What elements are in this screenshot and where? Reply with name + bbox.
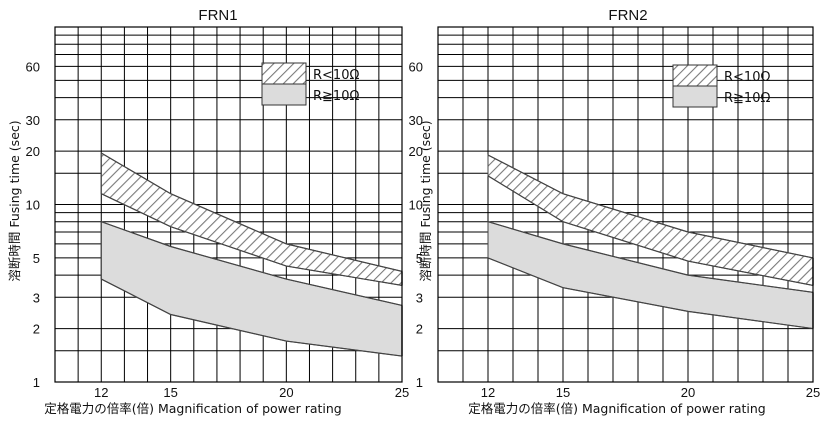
- legend: R<10Ω R≧10Ω: [672, 64, 770, 108]
- legend-label-r-ge-10: R≧10Ω: [313, 89, 359, 104]
- y-tick-label: 3: [416, 290, 423, 305]
- y-tick-label: 2: [416, 322, 423, 337]
- y-tick-label: 2: [33, 322, 40, 337]
- x-tick-label: 20: [279, 385, 293, 400]
- x-tick-label: 25: [806, 385, 820, 400]
- y-axis-label: 溶断時間 Fusing time (sec): [418, 120, 433, 281]
- y-tick-label: 30: [409, 113, 423, 128]
- y-tick-label: 3: [33, 290, 40, 305]
- legend-swatch-hatched: [672, 64, 718, 87]
- x-axis-label: 定格電力の倍率(倍) Magnification of power rating: [468, 401, 766, 416]
- y-tick-label: 5: [416, 251, 423, 266]
- x-tick-label: 15: [163, 385, 177, 400]
- legend: R<10Ω R≧10Ω: [261, 62, 359, 106]
- series-line: [487, 257, 814, 330]
- chart-title: FRN1: [198, 7, 237, 24]
- legend-swatch-shaded: [672, 85, 718, 108]
- x-tick-label: 20: [681, 385, 695, 400]
- legend-label-r-lt-10: R<10Ω: [313, 68, 359, 83]
- series-line: [101, 193, 403, 287]
- y-tick-label: 1: [416, 375, 423, 390]
- y-tick-label: 60: [409, 59, 423, 74]
- y-tick-label: 5: [33, 251, 40, 266]
- x-tick-label: 15: [556, 385, 570, 400]
- y-tick-label: 1: [33, 375, 40, 390]
- plot-frame: [54, 26, 403, 383]
- legend-swatch-hatched: [261, 62, 307, 85]
- y-axis-label: 溶断時間 Fusing time (sec): [7, 120, 22, 281]
- y-tick-label: 10: [409, 198, 423, 213]
- series-line: [100, 152, 403, 272]
- plot-areas: [487, 154, 814, 330]
- y-tick-label: 20: [409, 144, 423, 159]
- series-line: [100, 278, 403, 357]
- plot-frame: [437, 26, 814, 383]
- chart-title: FRN2: [608, 7, 647, 24]
- x-tick-label: 25: [395, 385, 409, 400]
- y-tick-label: 30: [26, 113, 40, 128]
- series-line: [487, 175, 814, 287]
- y-tick-label: 60: [26, 59, 40, 74]
- series-line: [101, 221, 403, 307]
- x-axis-label: 定格電力の倍率(倍) Magnification of power rating: [44, 401, 342, 416]
- series-line: [487, 221, 814, 293]
- x-tick-label: 12: [481, 385, 495, 400]
- y-tick-label: 20: [26, 144, 40, 159]
- x-tick-label: 12: [94, 385, 108, 400]
- legend-swatch-shaded: [261, 83, 307, 106]
- series-line: [487, 154, 814, 259]
- y-tick-label: 10: [26, 198, 40, 213]
- legend-label-r-ge-10: R≧10Ω: [724, 91, 770, 106]
- legend-label-r-lt-10: R<10Ω: [724, 70, 770, 85]
